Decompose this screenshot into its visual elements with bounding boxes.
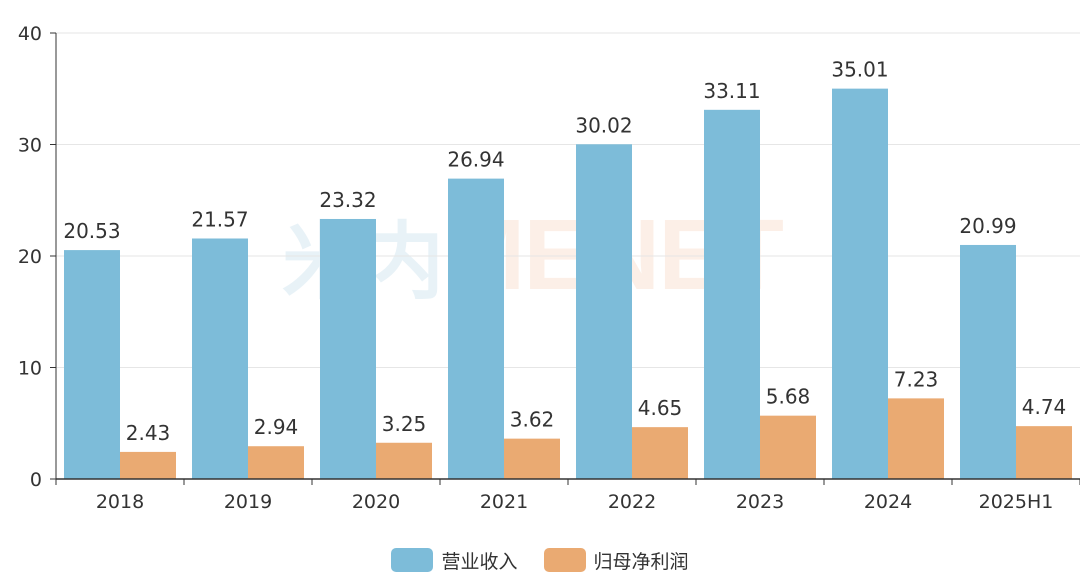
legend-label-net-profit: 归母净利润 [593, 550, 689, 573]
data-label-net-profit: 2.43 [126, 421, 171, 445]
bar-revenue[interactable] [576, 144, 632, 480]
x-axis: 2018 2019 2020 2021 2022 2023 2024 2025H1 [55, 478, 1080, 513]
bar-net-profit[interactable] [248, 446, 304, 479]
data-label-revenue: 20.99 [959, 214, 1016, 238]
x-tick-label: 2023 [736, 491, 784, 513]
x-tick-label: 2025H1 [979, 491, 1054, 513]
data-label-revenue: 30.02 [575, 113, 632, 137]
y-tick-label: 10 [18, 358, 42, 380]
bars [64, 88, 1072, 480]
bar-revenue[interactable] [448, 178, 504, 479]
data-label-net-profit: 2.94 [254, 415, 299, 439]
legend-swatch-revenue [391, 548, 434, 572]
bar-revenue[interactable] [832, 88, 888, 480]
x-tick-label: 2024 [864, 491, 912, 513]
data-label-net-profit: 3.62 [510, 408, 555, 432]
data-label-net-profit: 4.74 [1022, 395, 1067, 419]
data-label-revenue: 20.53 [63, 219, 120, 243]
x-tick-label: 2018 [96, 491, 144, 513]
bar-revenue[interactable] [64, 250, 120, 479]
bar-net-profit[interactable] [376, 442, 432, 479]
legend-item-revenue[interactable]: 营业收入 [391, 547, 518, 574]
y-tick-label: 30 [18, 135, 42, 157]
legend-label-revenue: 营业收入 [441, 550, 518, 573]
bar-revenue[interactable] [704, 109, 760, 480]
y-axis: 0 10 20 30 40 [18, 23, 57, 491]
y-tick-label: 20 [18, 246, 42, 268]
data-labels: 20.53 21.57 23.32 26.94 30.02 33.11 35.01 20.99… [63, 58, 1066, 445]
legend: 营业收入 归母净利润 [0, 544, 1080, 576]
x-tick-label: 2020 [352, 491, 400, 513]
bar-revenue[interactable] [320, 218, 376, 479]
y-tick-label: 40 [18, 23, 42, 45]
data-label-revenue: 33.11 [703, 79, 760, 103]
legend-item-net-profit[interactable]: 归母净利润 [543, 547, 689, 574]
data-label-revenue: 23.32 [319, 188, 376, 212]
x-tick-label: 2022 [608, 491, 656, 513]
bar-net-profit[interactable] [1016, 426, 1072, 479]
y-tick-label: 0 [30, 469, 42, 491]
x-tick-label: 2019 [224, 491, 272, 513]
data-label-revenue: 26.94 [447, 148, 504, 172]
data-label-net-profit: 4.65 [638, 396, 683, 420]
bar-revenue[interactable] [192, 238, 248, 479]
bar-net-profit[interactable] [504, 438, 560, 479]
bar-net-profit[interactable] [632, 427, 688, 479]
data-label-net-profit: 3.25 [382, 412, 427, 436]
data-label-revenue: 35.01 [831, 58, 888, 82]
bar-revenue[interactable] [960, 244, 1016, 479]
data-label-revenue: 21.57 [191, 207, 248, 231]
data-label-net-profit: 7.23 [894, 367, 939, 391]
bar-net-profit[interactable] [760, 415, 816, 479]
data-label-net-profit: 5.68 [766, 385, 811, 409]
x-tick-label: 2021 [480, 491, 528, 513]
bar-net-profit[interactable] [888, 398, 944, 479]
legend-swatch-net-profit [543, 548, 586, 572]
bar-net-profit[interactable] [120, 451, 176, 479]
